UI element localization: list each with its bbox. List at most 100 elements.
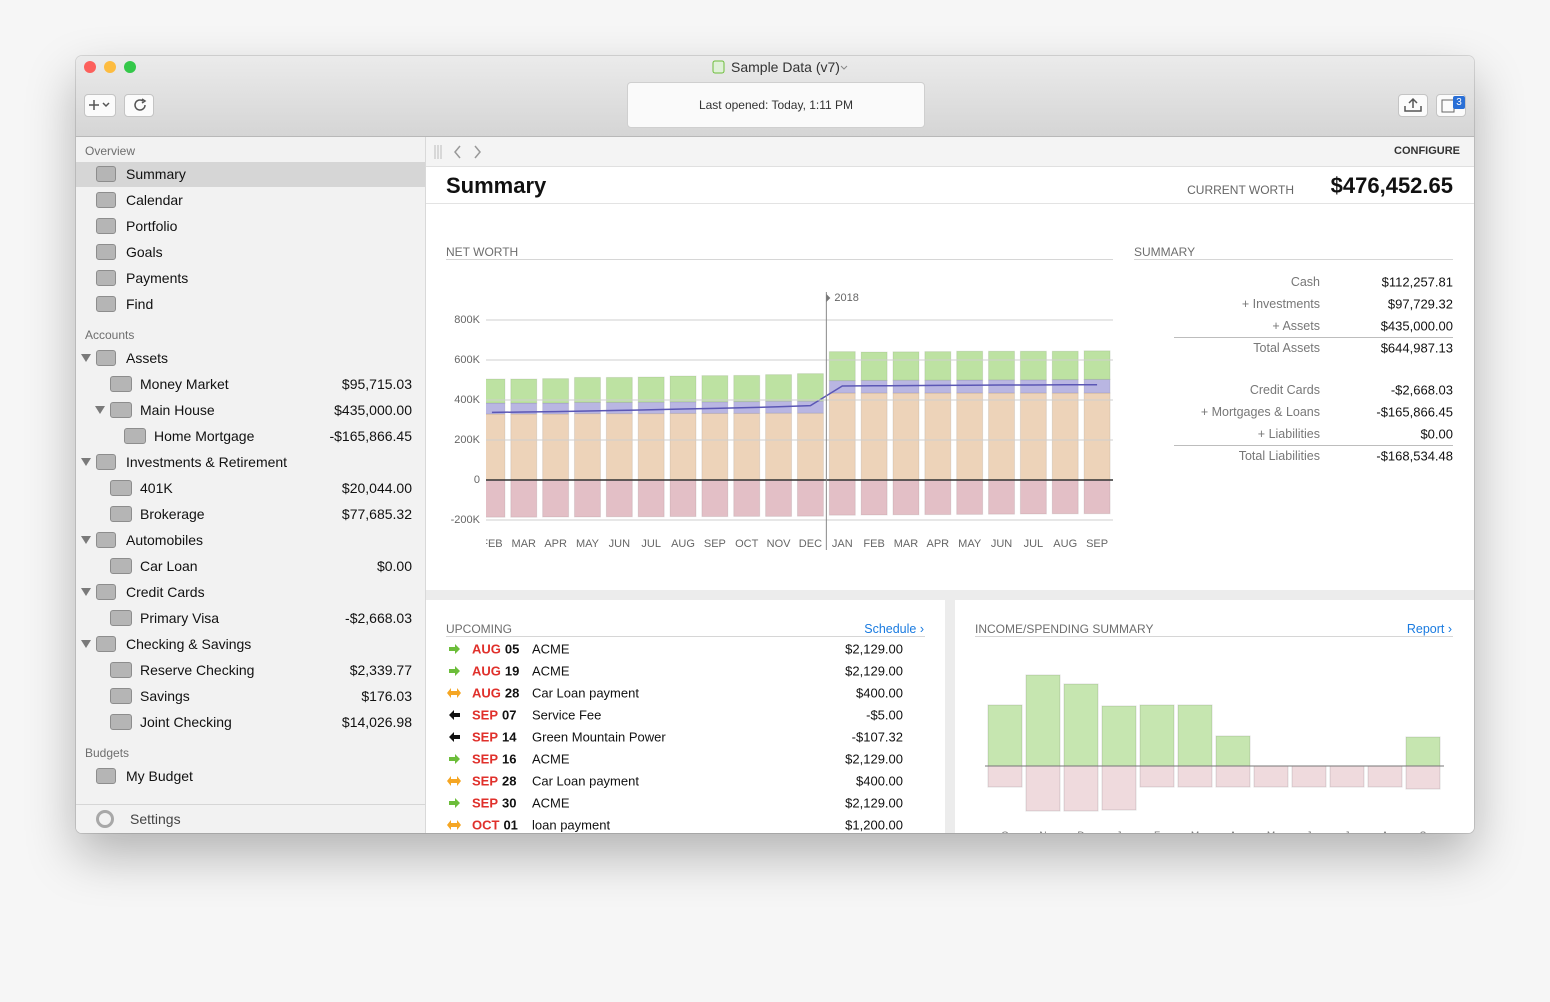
add-button[interactable] — [84, 94, 116, 117]
transaction-icon — [447, 688, 461, 698]
bar-segment — [1019, 392, 1047, 481]
bar-segment — [605, 401, 633, 415]
account-name[interactable]: Credit Cards — [126, 584, 205, 600]
date-month: AUG — [472, 663, 501, 679]
nav-item[interactable]: Goals — [126, 244, 163, 260]
x-tick-label: JUL — [1024, 538, 1044, 550]
account-amount: -$165,866.45 — [329, 428, 412, 444]
income-spending-bar — [1063, 765, 1099, 812]
minimize-button[interactable] — [104, 61, 116, 73]
nav-item[interactable]: Find — [126, 296, 154, 312]
account-name[interactable]: Joint Checking — [140, 714, 232, 730]
section-link[interactable]: Report › — [1406, 622, 1452, 636]
x-tick-label: M — [1267, 831, 1275, 833]
nav-item[interactable]: Calendar — [126, 192, 183, 208]
account-name[interactable]: Main House — [140, 402, 215, 418]
x-tick-label: SEP — [704, 538, 726, 550]
bar-segment — [892, 379, 920, 394]
payee[interactable]: Car Loan payment — [532, 685, 639, 701]
toolbar-icons — [89, 60, 1455, 113]
account-name[interactable]: Investments & Retirement — [126, 454, 288, 470]
payee[interactable]: ACME — [532, 751, 570, 767]
transaction-icon — [447, 776, 461, 786]
y-tick-label: -200K — [451, 514, 481, 526]
transaction-icon — [449, 732, 460, 742]
nav-item[interactable]: Portfolio — [126, 218, 178, 234]
summary-value: $112,257.81 — [1381, 274, 1453, 290]
x-tick-label: DEC — [799, 538, 822, 550]
account-name[interactable]: 401K — [140, 480, 173, 496]
x-tick-label: OCT — [735, 538, 759, 550]
folder-icon — [96, 584, 116, 600]
disclosure-triangle[interactable] — [81, 458, 91, 466]
x-tick-label: F — [1154, 831, 1160, 833]
date-month: SEP — [472, 707, 499, 723]
refresh-button[interactable] — [124, 94, 154, 117]
bar-segment — [828, 392, 856, 481]
account-name[interactable]: Money Market — [140, 376, 229, 392]
sidebar-toggle[interactable] — [434, 145, 442, 159]
settings-button[interactable]: Settings — [130, 811, 181, 827]
nav-item[interactable]: Payments — [126, 270, 189, 286]
bar-segment — [1051, 379, 1079, 394]
bar-segment — [988, 350, 1016, 381]
settings-icon — [96, 810, 114, 828]
payee[interactable]: loan payment — [532, 817, 611, 833]
section-title: NET WORTH — [446, 245, 519, 259]
amount: $1,200.00 — [845, 817, 903, 833]
total-label: Total Liabilities — [1238, 449, 1320, 463]
bar-segment — [1083, 378, 1111, 394]
bar-segment — [988, 379, 1016, 394]
date-month: AUG — [472, 685, 501, 701]
bar-segment — [1083, 350, 1111, 380]
account-name[interactable]: Checking & Savings — [126, 636, 252, 652]
date: AUG 19 — [472, 664, 519, 679]
account-name[interactable]: Brokerage — [140, 506, 205, 522]
account-amount: $435,000.00 — [334, 402, 412, 418]
total-value: $644,987.13 — [1380, 340, 1453, 356]
close-button[interactable] — [84, 61, 96, 73]
date-day: 19 — [504, 663, 520, 679]
configure-button[interactable]: CONFIGURE — [1394, 145, 1460, 157]
disclosure-triangle[interactable] — [95, 406, 105, 414]
bar-segment — [956, 392, 984, 481]
disclosure-triangle[interactable] — [81, 354, 91, 362]
account-name[interactable]: Primary Visa — [140, 610, 220, 626]
nav-item[interactable]: My Budget — [126, 768, 193, 784]
disclosure-triangle[interactable] — [81, 640, 91, 648]
account-name[interactable]: Car Loan — [140, 558, 198, 574]
section-link[interactable]: Schedule › — [864, 622, 924, 636]
bar-segment — [924, 479, 952, 516]
payee[interactable]: ACME — [532, 641, 570, 657]
summary-label: Credit Cards — [1249, 383, 1320, 397]
zoom-button[interactable] — [124, 61, 136, 73]
disclosure-triangle[interactable] — [81, 588, 91, 596]
payee[interactable]: ACME — [532, 663, 570, 679]
payee[interactable]: Green Mountain Power — [532, 729, 666, 745]
nav-icons — [434, 145, 481, 159]
account-name[interactable]: Savings — [140, 688, 190, 704]
bar-segment — [637, 376, 665, 403]
date: SEP 16 — [472, 752, 516, 767]
arrow — [449, 732, 460, 742]
back-button[interactable] — [454, 145, 461, 159]
disclosure-triangle[interactable] — [81, 536, 91, 544]
forward-button[interactable] — [474, 145, 481, 159]
payee[interactable]: Service Fee — [532, 707, 602, 723]
account-name[interactable]: Assets — [126, 350, 169, 366]
x-tick-label: D — [1077, 831, 1084, 833]
income-spending-bar — [1101, 705, 1137, 767]
folder-icon — [96, 454, 116, 470]
payee[interactable]: ACME — [532, 795, 570, 811]
payee[interactable]: Car Loan payment — [532, 773, 639, 789]
account-name[interactable]: Reserve Checking — [140, 662, 255, 678]
summary-value: -$165,866.45 — [1376, 404, 1453, 420]
account-name[interactable]: Home Mortgage — [154, 428, 255, 444]
account-icon — [110, 480, 132, 496]
nav-item[interactable]: Summary — [126, 166, 186, 182]
bar-segment — [605, 413, 633, 481]
income-spending-bar — [1329, 765, 1365, 788]
arrow — [447, 820, 461, 830]
section-rule — [446, 259, 1113, 260]
account-name[interactable]: Automobiles — [126, 532, 204, 548]
